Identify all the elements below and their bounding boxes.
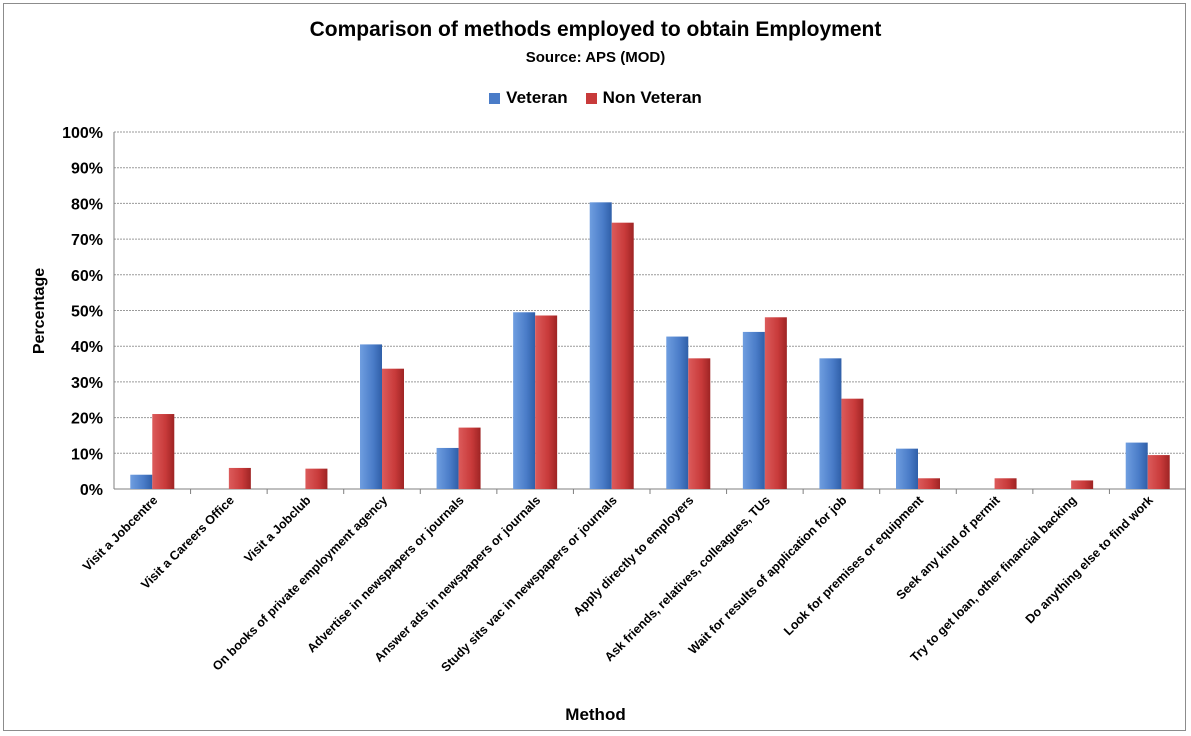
bar-non-veteran [1071, 480, 1094, 489]
y-tick-label: 90% [71, 161, 103, 178]
chart-subtitle: Source: APS (MOD) [525, 49, 666, 66]
y-tick-label: 80% [71, 196, 103, 213]
bar-non-veteran [688, 358, 711, 489]
bar-veteran [896, 448, 918, 489]
bar-veteran [360, 344, 382, 489]
y-tick-label: 50% [71, 304, 103, 321]
x-tick-label: On books of private employment agency [210, 493, 390, 673]
legend-label-non-veteran: Non Veteran [602, 88, 702, 107]
bar-non-veteran [994, 478, 1017, 489]
x-axis-label: Method [565, 705, 626, 724]
y-tick-label: 70% [71, 232, 103, 249]
legend-swatch-veteran [489, 92, 501, 104]
x-tick-label: Advertise in newspapers or journals [305, 493, 467, 655]
x-tick-label: Visit a Jobclub [241, 493, 313, 565]
x-tick-label: Look for premises or equipment [781, 493, 927, 639]
y-tick-label: 30% [71, 375, 103, 392]
bar-non-veteran [1147, 455, 1170, 489]
bar-non-veteran [764, 317, 787, 489]
y-tick-label: 100% [62, 125, 103, 142]
legend-label-veteran: Veteran [506, 88, 568, 107]
bar-veteran [589, 202, 612, 490]
legend-item-non-veteran: Non Veteran [585, 88, 702, 108]
bar-veteran [436, 447, 459, 489]
bar-non-veteran [611, 222, 634, 490]
bar-non-veteran [458, 427, 481, 489]
x-tick-label: Visit a Jobcentre [80, 493, 161, 574]
bar-veteran [1125, 442, 1148, 489]
y-tick-label: 60% [71, 268, 103, 285]
bar-non-veteran [228, 467, 251, 489]
bar-veteran [666, 336, 689, 489]
x-tick-label: Ask friends, relatives, colleagues, TUs [602, 493, 773, 664]
y-tick-label: 10% [71, 446, 103, 463]
bar-non-veteran [918, 478, 940, 489]
y-axis-label: Percentage [31, 267, 48, 355]
x-tick-label: Apply directly to employers [571, 493, 697, 619]
bar-non-veteran [382, 368, 404, 489]
x-tick-label: Try to get loan, other financial backing [908, 493, 1079, 664]
x-tick-label: Wait for results of application for job [686, 493, 850, 657]
bar-veteran [130, 474, 153, 489]
bar-veteran [742, 331, 765, 489]
bar-veteran [513, 312, 536, 489]
bar-non-veteran [535, 315, 558, 489]
chart-title: Comparison of methods employed to obtain… [309, 18, 882, 41]
y-tick-label: 40% [71, 339, 103, 356]
y-tick-label: 0% [80, 482, 103, 499]
y-tick-label: 20% [71, 411, 103, 428]
legend-item-veteran: Veteran [489, 88, 568, 108]
legend-swatch-non-veteran [585, 92, 597, 104]
x-tick-label: Study sits vac in newspapers or journals [438, 493, 619, 674]
bar-non-veteran [841, 398, 864, 489]
x-tick-label: Do anything else to find work [1023, 493, 1156, 626]
bar-non-veteran [305, 468, 328, 489]
bar-veteran [819, 358, 842, 489]
x-tick-label: Answer ads in newspapers or journals [372, 493, 544, 665]
legend: Veteran Non Veteran [0, 88, 1191, 108]
bar-non-veteran [152, 414, 175, 489]
